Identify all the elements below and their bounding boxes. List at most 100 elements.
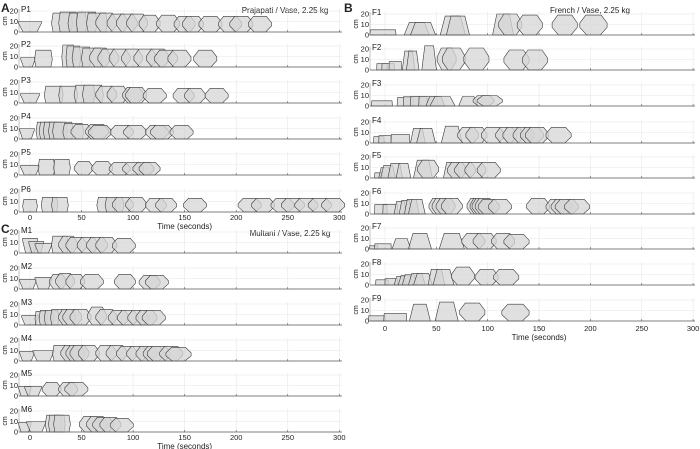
y-axis-label: cm: [353, 127, 360, 137]
y-tick-label: 20: [10, 264, 18, 273]
vase-shape-tall: [51, 197, 69, 213]
y-axis-label: cm: [353, 198, 360, 208]
vase-shape-bowl: [24, 386, 42, 397]
vase-shape-jar: [167, 49, 192, 68]
y-tick-label: 20: [10, 7, 18, 16]
x-axis-label: Time (seconds): [512, 333, 567, 342]
y-tick-label: 20: [361, 10, 369, 19]
vase-shape-jar: [472, 233, 497, 250]
y-axis-label: cm: [2, 51, 9, 61]
y-tick-label: 10: [361, 55, 369, 64]
group-title: French / Vase, 2.25 kg: [550, 6, 630, 15]
x-tick-label: 100: [481, 324, 494, 333]
vase-shape-bowl: [34, 243, 53, 254]
vase-shape-jar: [440, 198, 463, 215]
vase-shape-jar: [476, 162, 501, 179]
y-tick-label: 10: [361, 163, 369, 172]
y-tick-label: 10: [361, 91, 369, 100]
y-tick-label: 10: [10, 88, 18, 97]
subplot-label: P1: [21, 5, 31, 14]
vase-shape-jar: [78, 344, 100, 362]
vase-shape-tall: [53, 159, 71, 176]
x-tick-label: 300: [333, 213, 346, 222]
vase-shape-tall: [22, 199, 38, 213]
y-tick-label: 20: [361, 153, 369, 162]
y-tick-label: 20: [361, 224, 369, 233]
y-axis-label: cm: [2, 380, 9, 390]
y-tick-label: 20: [361, 189, 369, 198]
x-tick-label: 250: [635, 324, 648, 333]
vase-shape-tall: [37, 159, 56, 176]
vase-shape-jar: [516, 14, 543, 36]
vase-shape-jar: [165, 347, 192, 362]
x-axis-label: Time (seconds): [157, 222, 212, 231]
vase-shape-jar: [521, 49, 548, 71]
y-tick-label: 10: [10, 346, 18, 355]
subplot-label: M4: [21, 334, 33, 343]
x-tick-label: 50: [432, 324, 440, 333]
vase-shape-jar: [488, 199, 512, 215]
y-tick-label: 20: [361, 296, 369, 305]
vase-shape-jar: [64, 382, 89, 397]
vase-shape-jar: [138, 162, 161, 176]
vase-shape-jar: [150, 125, 174, 140]
y-tick-label: 0: [365, 102, 369, 111]
vase-shape-jar: [493, 268, 520, 286]
vase-shape-jar: [525, 127, 549, 144]
vase-shape-flat: [383, 313, 408, 322]
y-tick-label: 10: [10, 417, 18, 426]
y-axis-label: cm: [2, 416, 9, 426]
vase-shape-jar: [321, 198, 346, 213]
vase-shape-jar: [73, 161, 94, 176]
y-axis-label: cm: [2, 237, 9, 247]
y-tick-label: 0: [14, 28, 18, 37]
vase-shape-bowl: [19, 279, 37, 290]
subplot-label: M2: [21, 262, 33, 271]
y-tick-label: 10: [10, 197, 18, 206]
y-tick-label: 0: [365, 139, 369, 148]
x-tick-label: 150: [178, 433, 191, 442]
subplot-label: P5: [21, 148, 31, 157]
y-tick-label: 0: [365, 245, 369, 254]
vase-shape-jar: [451, 266, 475, 286]
y-tick-label: 10: [10, 381, 18, 390]
y-tick-label: 20: [10, 42, 18, 51]
vase-shape-bowl: [32, 350, 55, 362]
y-axis-label: cm: [2, 196, 9, 206]
vase-shape-bowl: [20, 165, 40, 176]
vase-shape-jar: [142, 88, 167, 104]
vase-shape-jar: [69, 308, 92, 326]
y-tick-label: 0: [14, 99, 18, 108]
vase-shape-jar: [251, 198, 275, 213]
vase-shape-jar: [106, 85, 129, 104]
x-tick-label: 0: [28, 213, 32, 222]
x-tick-label: 150: [178, 213, 191, 222]
y-axis-label: cm: [2, 123, 9, 133]
y-tick-label: 0: [14, 392, 18, 401]
y-tick-label: 10: [10, 274, 18, 283]
vase-shape-jar: [526, 198, 550, 215]
vase-shape-jar: [156, 14, 180, 33]
vase-shape-jar: [545, 127, 572, 144]
y-tick-label: 10: [361, 20, 369, 29]
y-tick-label: 20: [361, 81, 369, 90]
y-tick-label: 10: [10, 160, 18, 169]
subplot-label: M3: [21, 298, 33, 307]
subplot-label: P6: [21, 185, 31, 194]
y-axis-label: cm: [2, 16, 9, 26]
subplot-label: F5: [372, 151, 382, 160]
y-tick-label: 10: [361, 234, 369, 243]
